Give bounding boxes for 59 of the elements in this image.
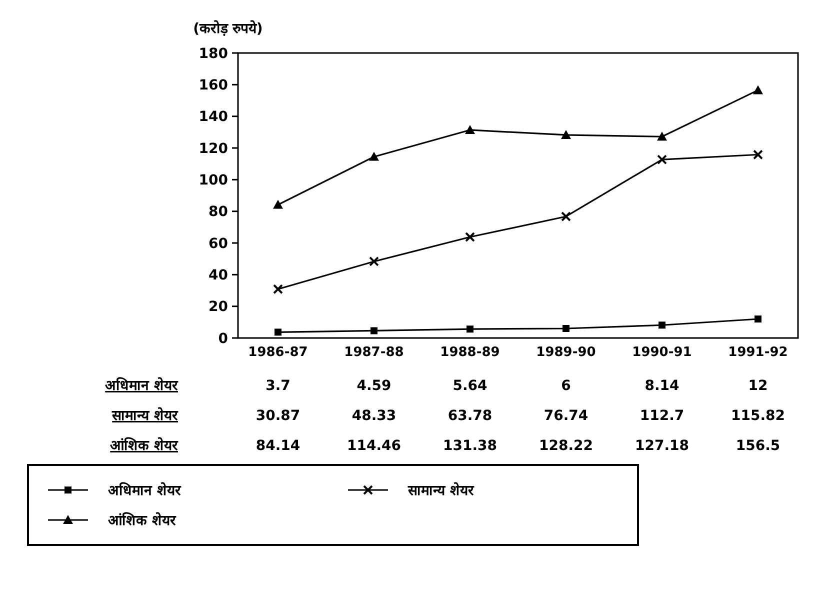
data-label: 131.38 <box>442 438 498 454</box>
point <box>369 256 379 266</box>
data-label: 63.78 <box>448 408 492 424</box>
y-tick-label: 100 <box>198 172 228 189</box>
y-axis-title: (करोड़ रुपये) <box>193 20 263 37</box>
x-tick-label: 1989-90 <box>536 345 596 360</box>
data-label: 156.5 <box>736 438 780 454</box>
y-tick-label: 40 <box>208 268 228 284</box>
legend-label: सामान्य शेयर <box>407 482 475 499</box>
x-tick-label: 1988-89 <box>440 345 500 360</box>
point <box>657 132 667 141</box>
point <box>562 325 570 332</box>
point <box>370 327 378 334</box>
data-label: 76.74 <box>544 408 588 424</box>
y-tick-label: 0 <box>218 330 228 347</box>
x-tick-label: 1991-92 <box>728 345 788 360</box>
data-label: 114.46 <box>346 438 402 454</box>
data-label: 48.33 <box>352 408 396 424</box>
data-label: 12 <box>748 378 768 394</box>
point <box>658 322 666 329</box>
y-tick-label: 160 <box>198 78 228 94</box>
point <box>465 124 475 134</box>
data-label: 84.14 <box>256 438 300 454</box>
data-label: 5.64 <box>452 378 488 394</box>
data-label: 8.14 <box>644 378 680 394</box>
point <box>561 130 571 139</box>
data-label: 128.22 <box>538 438 594 454</box>
text: अधिमान शेयर <box>105 378 178 394</box>
data-label: 127.18 <box>634 438 690 454</box>
point <box>273 200 283 209</box>
data-label: 115.82 <box>730 408 786 424</box>
y-tick-label: 140 <box>198 109 228 126</box>
data-label: 6 <box>561 378 571 394</box>
point <box>273 284 283 294</box>
data-label: 112.7 <box>640 408 684 424</box>
data-label: 30.87 <box>256 408 300 424</box>
point <box>465 232 475 242</box>
point <box>274 328 282 336</box>
point <box>754 316 762 322</box>
y-tick-label: 120 <box>198 140 228 157</box>
y-tick-label: 180 <box>198 46 228 62</box>
y-tick-label: 20 <box>208 299 228 316</box>
y-tick-label: 60 <box>208 236 228 252</box>
x-tick-label: 1986-87 <box>248 345 308 360</box>
point <box>466 326 474 333</box>
x-tick-label: 1987-88 <box>344 345 404 360</box>
point <box>561 211 571 222</box>
point <box>369 152 379 161</box>
point <box>657 154 667 165</box>
data-label: 4.59 <box>356 378 392 394</box>
point <box>753 150 763 160</box>
text: सामान्य शेयर <box>112 408 178 424</box>
y-tick-label: 80 <box>208 204 228 220</box>
text: आंशिक शेयर <box>110 438 178 454</box>
data-label: 3.7 <box>266 378 290 394</box>
point <box>753 85 763 94</box>
legend-label: अधिमान शेयर <box>108 482 182 499</box>
x-tick-label: 1990-91 <box>632 345 692 360</box>
legend-label: आंशिक शेयर <box>108 512 177 529</box>
